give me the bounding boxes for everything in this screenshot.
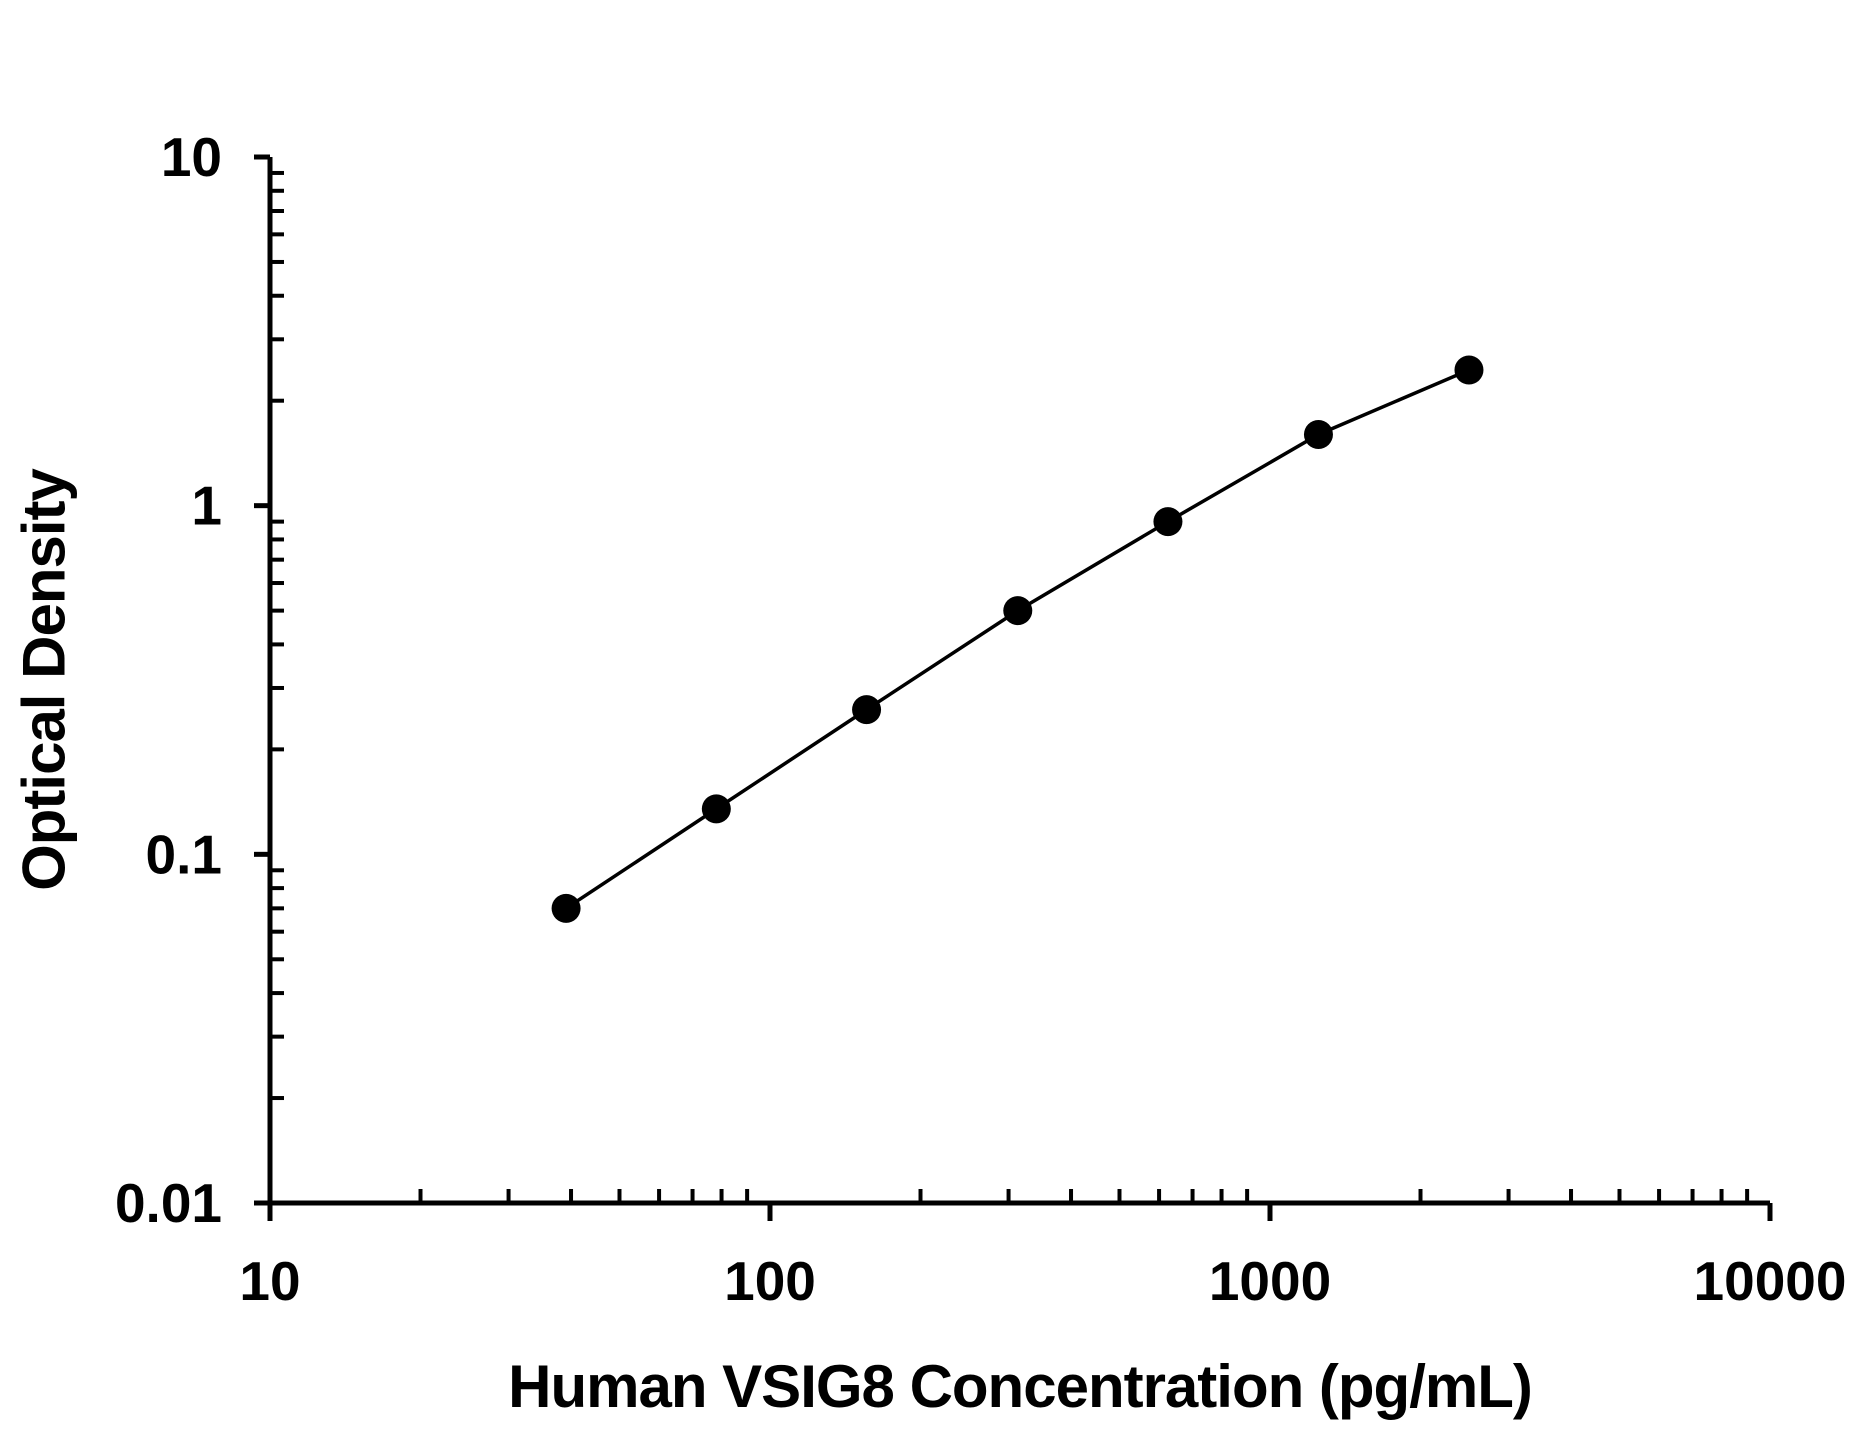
- y-tick-label: 0.01: [115, 1172, 222, 1234]
- data-point: [852, 695, 882, 725]
- data-point: [1153, 507, 1183, 537]
- x-tick-label: 10000: [1694, 1250, 1847, 1312]
- y-tick-label: 1: [191, 475, 222, 537]
- data-point: [1303, 419, 1333, 449]
- x-axis-title: Human VSIG8 Concentration (pg/mL): [508, 1353, 1533, 1420]
- y-axis-title: Optical Density: [10, 469, 78, 891]
- y-tick-label: 10: [161, 126, 222, 188]
- y-tick-label: 0.1: [146, 823, 222, 885]
- standard-curve-line: [565, 368, 1470, 910]
- data-point: [1003, 596, 1033, 626]
- data-point: [1454, 355, 1484, 385]
- x-tick-label: 10: [239, 1250, 300, 1312]
- data-point: [551, 893, 581, 923]
- x-tick-label: 100: [724, 1250, 816, 1312]
- data-point: [701, 794, 731, 824]
- x-tick-label: 1000: [1209, 1250, 1331, 1312]
